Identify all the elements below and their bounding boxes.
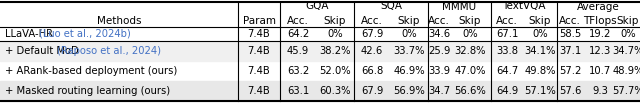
Bar — [0, 81, 640, 101]
Text: 7.4B: 7.4B — [248, 29, 270, 39]
Bar — [0, 41, 640, 61]
Text: 0%: 0% — [620, 29, 636, 39]
Text: + ARank-based deployment (ours): + ARank-based deployment (ours) — [5, 66, 177, 76]
Text: 47.0%: 47.0% — [454, 66, 486, 76]
Text: Average: Average — [577, 1, 620, 12]
Text: 64.2: 64.2 — [287, 29, 309, 39]
Text: 67.1: 67.1 — [496, 29, 518, 39]
Text: (Luo et al., 2024b): (Luo et al., 2024b) — [38, 29, 131, 39]
Text: 46.9%: 46.9% — [393, 66, 425, 76]
Text: 57.7%: 57.7% — [612, 86, 640, 96]
Text: 37.1: 37.1 — [559, 46, 581, 56]
Text: 64.9: 64.9 — [496, 86, 518, 96]
Text: 42.6: 42.6 — [361, 46, 383, 56]
Text: 32.8%: 32.8% — [454, 46, 486, 56]
Text: Acc.: Acc. — [287, 16, 309, 26]
Text: 67.9: 67.9 — [361, 29, 383, 39]
Text: 67.9: 67.9 — [361, 86, 383, 96]
Text: 34.7: 34.7 — [428, 86, 450, 96]
Text: 57.6: 57.6 — [559, 86, 581, 96]
Text: 33.9: 33.9 — [428, 66, 450, 76]
Text: + Masked routing learning (ours): + Masked routing learning (ours) — [5, 86, 170, 96]
Text: 33.7%: 33.7% — [393, 46, 425, 56]
Text: 0%: 0% — [327, 29, 343, 39]
Text: 48.9%: 48.9% — [612, 66, 640, 76]
Text: 19.2: 19.2 — [589, 29, 611, 39]
Text: 52.0%: 52.0% — [319, 66, 351, 76]
Text: Acc.: Acc. — [559, 16, 581, 26]
Text: 0%: 0% — [401, 29, 417, 39]
Text: 56.9%: 56.9% — [393, 86, 425, 96]
Text: 34.1%: 34.1% — [524, 46, 556, 56]
Text: Skip: Skip — [324, 16, 346, 26]
Text: GQA: GQA — [305, 1, 329, 12]
Text: TFlops: TFlops — [583, 16, 617, 26]
Text: SQA: SQA — [380, 1, 402, 12]
Text: 56.6%: 56.6% — [454, 86, 486, 96]
Text: Acc.: Acc. — [428, 16, 450, 26]
Text: 25.9: 25.9 — [428, 46, 450, 56]
Text: 63.1: 63.1 — [287, 86, 309, 96]
Text: 7.4B: 7.4B — [248, 46, 270, 56]
Text: 45.9: 45.9 — [287, 46, 309, 56]
Text: 10.7: 10.7 — [589, 66, 611, 76]
Text: 7.4B: 7.4B — [248, 66, 270, 76]
Text: 63.2: 63.2 — [287, 66, 309, 76]
Text: 9.3: 9.3 — [592, 86, 608, 96]
Text: 34.7%: 34.7% — [612, 46, 640, 56]
Text: LLaVA-HR: LLaVA-HR — [5, 29, 56, 39]
Text: 49.8%: 49.8% — [524, 66, 556, 76]
Text: 0%: 0% — [462, 29, 478, 39]
Text: 0%: 0% — [532, 29, 548, 39]
Text: Skip: Skip — [617, 16, 639, 26]
Text: Skip: Skip — [398, 16, 420, 26]
Text: MMMU: MMMU — [442, 1, 477, 12]
Text: Skip: Skip — [529, 16, 551, 26]
Text: 7.4B: 7.4B — [248, 86, 270, 96]
Text: 57.2: 57.2 — [559, 66, 581, 76]
Text: 58.5: 58.5 — [559, 29, 581, 39]
Text: 38.2%: 38.2% — [319, 46, 351, 56]
Text: 64.7: 64.7 — [496, 66, 518, 76]
Text: (Raposo et al., 2024): (Raposo et al., 2024) — [58, 46, 161, 56]
Text: + Default MoD: + Default MoD — [5, 46, 82, 56]
Text: 33.8: 33.8 — [496, 46, 518, 56]
Text: 66.8: 66.8 — [361, 66, 383, 76]
Text: Methods: Methods — [97, 16, 141, 26]
Text: 12.3: 12.3 — [589, 46, 611, 56]
Text: Skip: Skip — [459, 16, 481, 26]
Text: 57.1%: 57.1% — [524, 86, 556, 96]
Text: TextVQA: TextVQA — [502, 1, 546, 12]
Text: Param: Param — [243, 16, 275, 26]
Text: 34.6: 34.6 — [428, 29, 450, 39]
Text: Acc.: Acc. — [361, 16, 383, 26]
Text: Acc.: Acc. — [496, 16, 518, 26]
Text: 60.3%: 60.3% — [319, 86, 351, 96]
